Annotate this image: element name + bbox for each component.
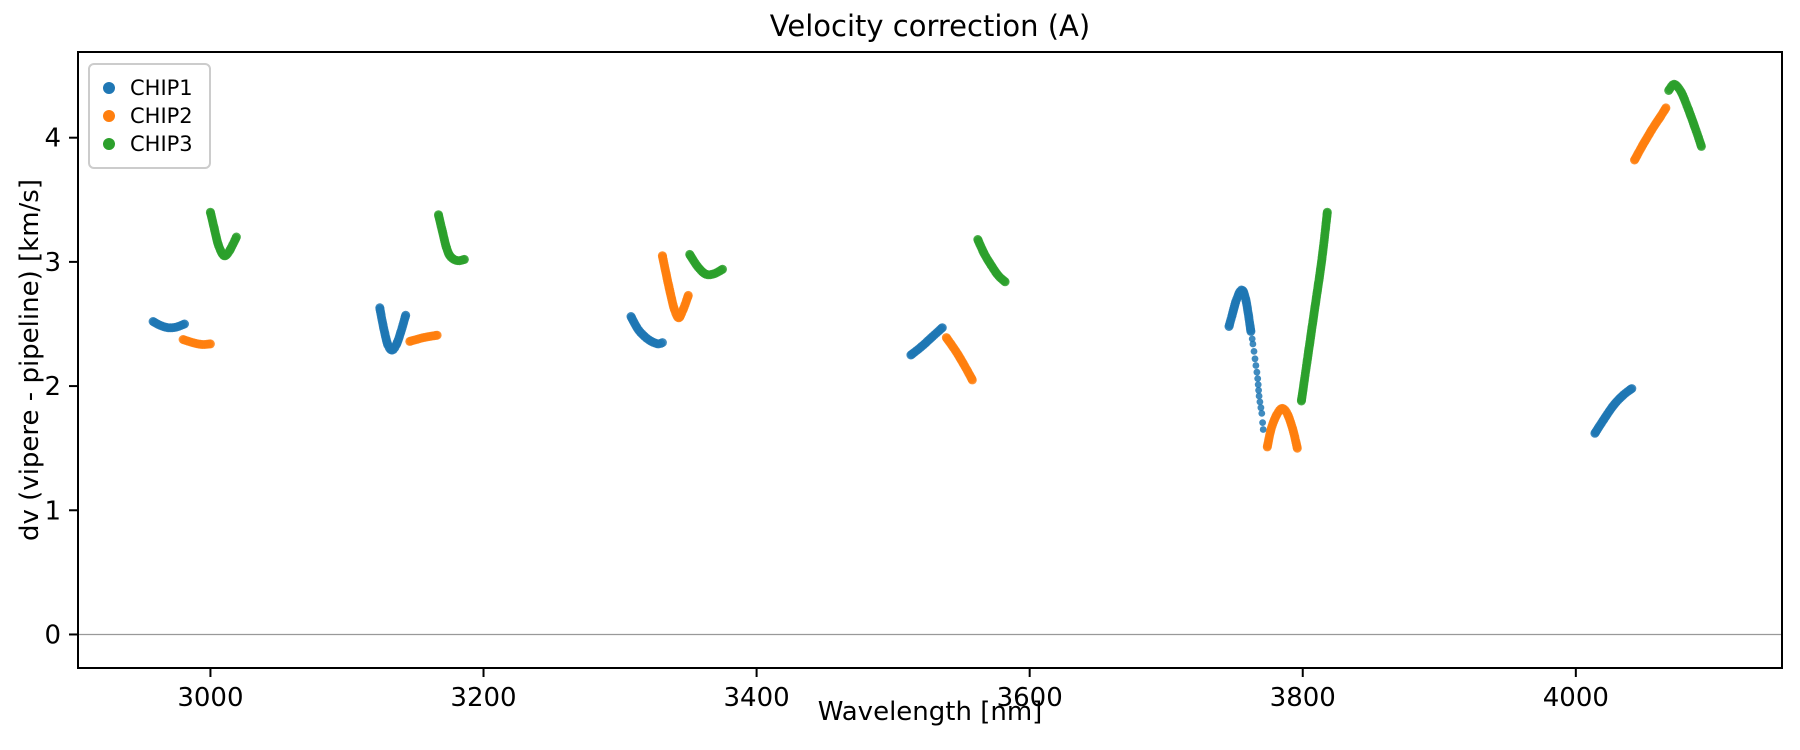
x-tick-label: 3200 [450, 683, 516, 713]
legend-item: CHIP3 [103, 130, 193, 158]
y-tick-label: 1 [44, 496, 61, 526]
legend-item: CHIP2 [103, 102, 193, 130]
y-tick-label: 3 [44, 248, 61, 278]
plot-border [77, 51, 1783, 669]
legend-item: CHIP1 [103, 74, 193, 102]
x-tick-label: 3800 [1270, 683, 1336, 713]
axis-ticks: 3000 3200 3400 3600 3800 4000 0 1 2 3 4 [44, 124, 1608, 713]
x-tick-label: 4000 [1543, 683, 1609, 713]
series-chip2 [178, 103, 1671, 453]
y-tick-label: 2 [44, 372, 61, 402]
legend-marker-icon [103, 138, 115, 150]
legend-marker-icon [103, 110, 115, 122]
series-chip3 [205, 79, 1706, 406]
y-tick-label: 4 [44, 124, 61, 154]
legend-label: CHIP3 [130, 132, 193, 156]
y-tick-label: 0 [44, 620, 61, 650]
x-tick-label: 3000 [177, 683, 243, 713]
legend-label: CHIP1 [130, 76, 193, 100]
legend-label: CHIP2 [130, 104, 193, 128]
y-axis-label: dv (vipere - pipeline) [km/s] [15, 179, 45, 541]
x-tick-label: 3600 [997, 683, 1063, 713]
series-chip1 [148, 285, 1637, 438]
x-axis-label: Wavelength [nm] [817, 697, 1043, 727]
legend: CHIP1 CHIP2 CHIP3 [88, 63, 211, 169]
legend-marker-icon [103, 82, 115, 94]
x-tick-label: 3400 [724, 683, 790, 713]
chart-title: Velocity correction (A) [769, 9, 1091, 43]
